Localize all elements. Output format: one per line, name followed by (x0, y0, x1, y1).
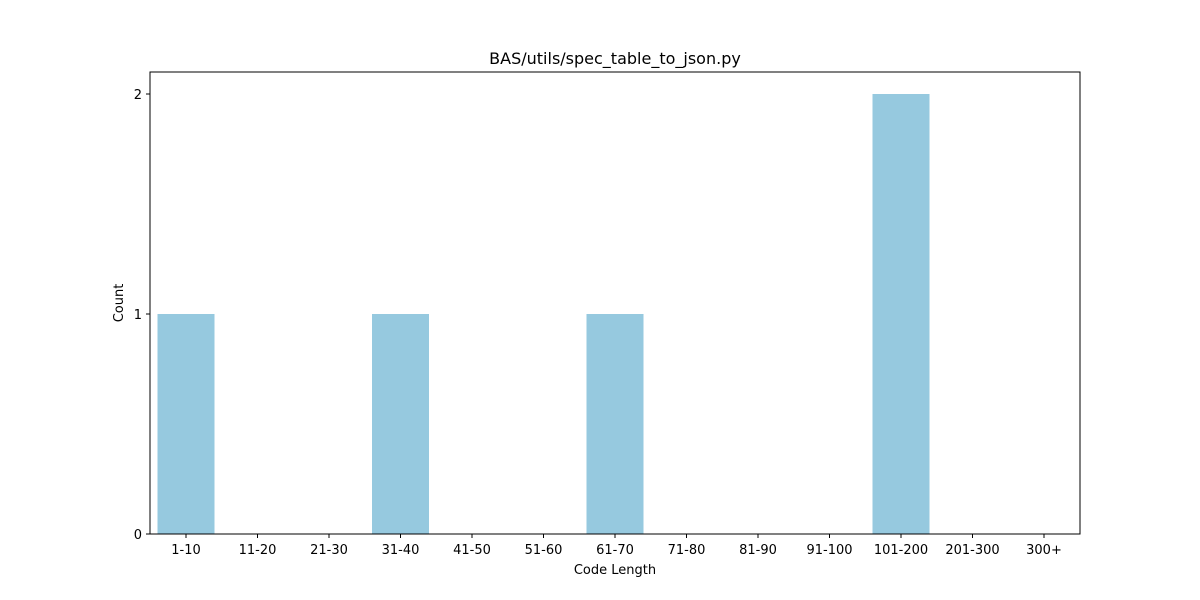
x-axis-label: Code Length (574, 563, 656, 578)
x-tick-label: 61-70 (596, 543, 634, 558)
y-axis-ticks: 0 1 2 (134, 88, 150, 543)
x-tick-label: 81-90 (739, 543, 777, 558)
x-tick-label: 91-100 (806, 543, 852, 558)
axes-frame (149, 71, 1081, 535)
y-tick-label: 1 (134, 308, 142, 323)
x-tick-label: 300+ (1026, 543, 1062, 558)
x-tick-label: 201-300 (945, 543, 999, 558)
x-tick-label: 1-10 (171, 543, 201, 558)
chart-title: BAS/utils/spec_table_to_json.py (489, 49, 741, 69)
x-tick-label: 71-80 (668, 543, 706, 558)
bar-101-200 (872, 94, 930, 534)
bar-1-10 (157, 314, 215, 534)
x-tick-label: 51-60 (525, 543, 563, 558)
bar-61-70 (586, 314, 644, 534)
y-axis-label: Count (112, 284, 127, 323)
x-tick-label: 21-30 (310, 543, 348, 558)
y-tick-label: 2 (134, 88, 142, 103)
x-tick-label: 41-50 (453, 543, 491, 558)
y-tick-label: 0 (134, 528, 142, 543)
x-tick-label: 31-40 (382, 543, 420, 558)
plot-area: 1-10 11-20 21-30 31-40 41-50 51-60 61-70 71-80 8… (134, 71, 1081, 558)
x-tick-label: 11-20 (239, 543, 277, 558)
x-axis-ticks: 1-10 11-20 21-30 31-40 41-50 51-60 61-70 71-80 8… (171, 534, 1062, 558)
x-tick-label: 101-200 (874, 543, 928, 558)
bars-group (157, 94, 930, 534)
bar-31-40 (372, 314, 429, 534)
